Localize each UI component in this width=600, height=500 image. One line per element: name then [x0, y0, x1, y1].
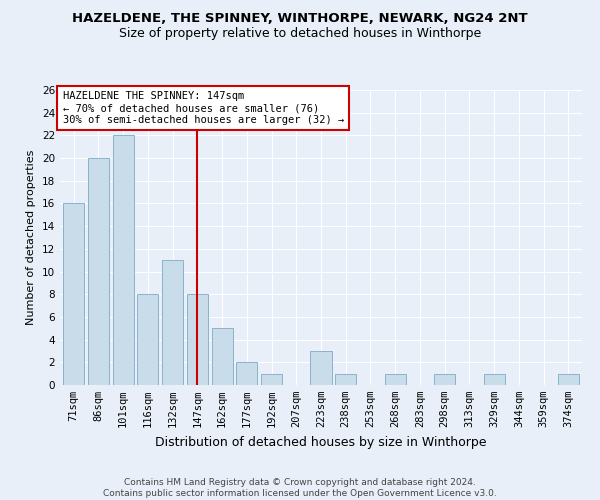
Bar — [484, 374, 505, 385]
Text: HAZELDENE, THE SPINNEY, WINTHORPE, NEWARK, NG24 2NT: HAZELDENE, THE SPINNEY, WINTHORPE, NEWAR… — [72, 12, 528, 26]
Bar — [335, 374, 356, 385]
Bar — [236, 362, 257, 385]
Text: HAZELDENE THE SPINNEY: 147sqm
← 70% of detached houses are smaller (76)
30% of s: HAZELDENE THE SPINNEY: 147sqm ← 70% of d… — [62, 92, 344, 124]
Bar — [63, 204, 84, 385]
Bar — [434, 374, 455, 385]
Bar — [310, 351, 332, 385]
Text: Size of property relative to detached houses in Winthorpe: Size of property relative to detached ho… — [119, 28, 481, 40]
X-axis label: Distribution of detached houses by size in Winthorpe: Distribution of detached houses by size … — [155, 436, 487, 448]
Bar — [137, 294, 158, 385]
Text: Contains HM Land Registry data © Crown copyright and database right 2024.
Contai: Contains HM Land Registry data © Crown c… — [103, 478, 497, 498]
Bar — [113, 136, 134, 385]
Bar — [385, 374, 406, 385]
Bar — [261, 374, 282, 385]
Bar — [88, 158, 109, 385]
Bar — [187, 294, 208, 385]
Bar — [558, 374, 579, 385]
Y-axis label: Number of detached properties: Number of detached properties — [26, 150, 37, 325]
Bar — [162, 260, 183, 385]
Bar — [212, 328, 233, 385]
